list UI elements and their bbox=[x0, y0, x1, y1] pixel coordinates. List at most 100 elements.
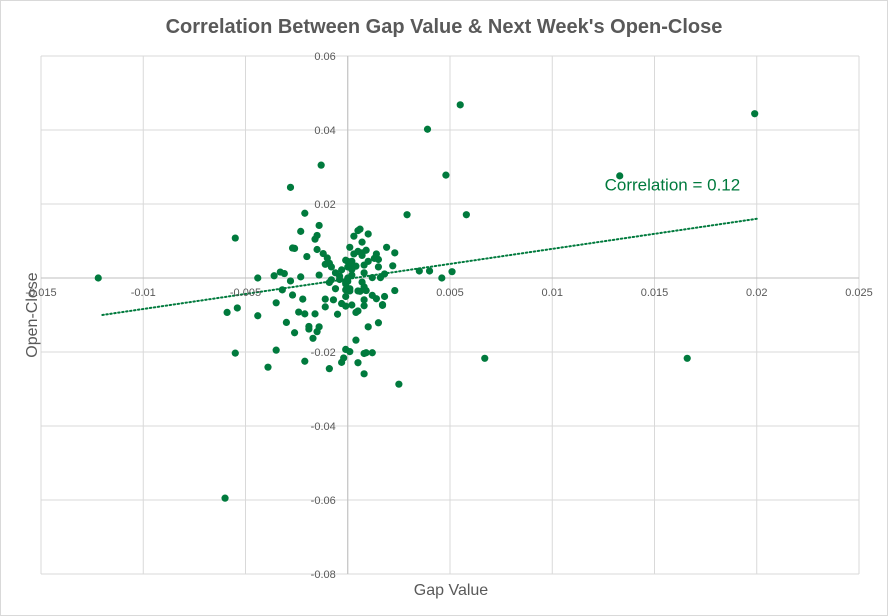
data-point bbox=[368, 291, 376, 299]
data-point bbox=[616, 172, 624, 180]
data-point bbox=[299, 295, 307, 303]
data-points bbox=[94, 101, 759, 502]
data-point bbox=[288, 244, 297, 252]
x-tick-label: 0.015 bbox=[641, 287, 669, 299]
data-point bbox=[278, 286, 286, 294]
data-point bbox=[348, 301, 356, 309]
data-point bbox=[301, 209, 309, 217]
data-point bbox=[282, 318, 290, 326]
data-point bbox=[391, 249, 399, 257]
data-point bbox=[383, 243, 391, 251]
data-point bbox=[374, 263, 383, 271]
data-point bbox=[683, 354, 691, 362]
data-point bbox=[331, 285, 340, 293]
data-point bbox=[346, 348, 354, 356]
data-point bbox=[254, 274, 262, 282]
data-point bbox=[295, 308, 303, 316]
data-point bbox=[376, 274, 385, 282]
data-point bbox=[233, 304, 241, 312]
y-tick-label: 0.02 bbox=[314, 199, 335, 211]
data-point bbox=[325, 278, 333, 287]
data-point bbox=[368, 274, 376, 282]
data-point bbox=[303, 252, 311, 261]
y-tick-label: -0.08 bbox=[311, 569, 336, 581]
data-point bbox=[342, 280, 350, 288]
x-tick-label: 0.005 bbox=[436, 287, 464, 299]
data-point bbox=[231, 349, 239, 357]
data-point bbox=[309, 334, 317, 342]
data-point bbox=[297, 227, 305, 235]
data-point bbox=[311, 310, 319, 318]
data-point bbox=[360, 302, 368, 310]
x-tick-label: -0.015 bbox=[25, 287, 56, 299]
data-point bbox=[456, 101, 464, 109]
data-point bbox=[354, 359, 362, 367]
data-point bbox=[352, 308, 360, 317]
data-point bbox=[315, 271, 323, 279]
data-point bbox=[358, 251, 366, 260]
data-point bbox=[360, 269, 368, 277]
data-point bbox=[340, 354, 348, 362]
data-point bbox=[448, 268, 456, 276]
data-point bbox=[374, 319, 383, 327]
data-point bbox=[346, 285, 354, 293]
data-point bbox=[350, 232, 358, 240]
x-tick-label: -0.01 bbox=[131, 287, 156, 299]
data-point bbox=[305, 325, 313, 333]
data-point bbox=[313, 245, 321, 254]
data-point bbox=[321, 303, 329, 311]
data-point bbox=[288, 291, 297, 299]
data-point bbox=[360, 261, 368, 269]
data-point bbox=[254, 312, 262, 320]
data-point bbox=[380, 292, 389, 301]
data-point bbox=[395, 380, 403, 388]
y-tick-label: -0.04 bbox=[311, 421, 336, 433]
data-point bbox=[462, 211, 470, 219]
tick-labels: -0.015 -0.01 -0.005 0.005 0.01 0.015 0.02 0.025… bbox=[25, 51, 872, 581]
data-point bbox=[321, 295, 329, 303]
data-point bbox=[331, 269, 340, 277]
data-point bbox=[481, 354, 489, 362]
data-point bbox=[358, 238, 366, 246]
data-point bbox=[425, 267, 434, 275]
data-point bbox=[374, 255, 383, 264]
x-tick-label: 0.02 bbox=[746, 287, 767, 299]
x-tick-label: 0.01 bbox=[542, 287, 563, 299]
data-point bbox=[286, 183, 295, 191]
data-point bbox=[297, 273, 305, 281]
data-point bbox=[286, 277, 295, 285]
data-point bbox=[438, 274, 446, 282]
data-point bbox=[315, 323, 323, 331]
data-point bbox=[329, 296, 338, 304]
y-tick-label: 0.04 bbox=[314, 125, 335, 137]
data-point bbox=[344, 274, 352, 282]
data-point bbox=[360, 349, 368, 358]
data-point bbox=[360, 370, 368, 378]
data-point bbox=[315, 221, 323, 230]
data-point bbox=[223, 308, 231, 317]
data-point bbox=[354, 287, 362, 295]
data-point bbox=[327, 263, 335, 271]
correlation-annotation: Correlation = 0.12 bbox=[605, 176, 741, 195]
data-point bbox=[442, 171, 450, 179]
data-point bbox=[231, 234, 239, 242]
data-point bbox=[323, 254, 331, 262]
data-point bbox=[325, 365, 333, 373]
data-point bbox=[364, 323, 372, 331]
y-tick-label: -0.06 bbox=[311, 495, 336, 507]
data-point bbox=[389, 262, 397, 270]
data-point bbox=[94, 274, 102, 282]
data-point bbox=[342, 292, 350, 301]
data-point bbox=[270, 272, 278, 280]
data-point bbox=[364, 230, 372, 238]
data-point bbox=[346, 262, 354, 271]
trendline-group bbox=[101, 217, 758, 316]
data-point bbox=[391, 286, 399, 295]
chart-title: Correlation Between Gap Value & Next Wee… bbox=[166, 16, 723, 38]
trendline bbox=[101, 217, 758, 316]
data-point bbox=[301, 357, 309, 365]
data-point bbox=[264, 363, 272, 371]
data-point bbox=[360, 283, 368, 291]
y-tick-label: -0.02 bbox=[311, 347, 336, 359]
